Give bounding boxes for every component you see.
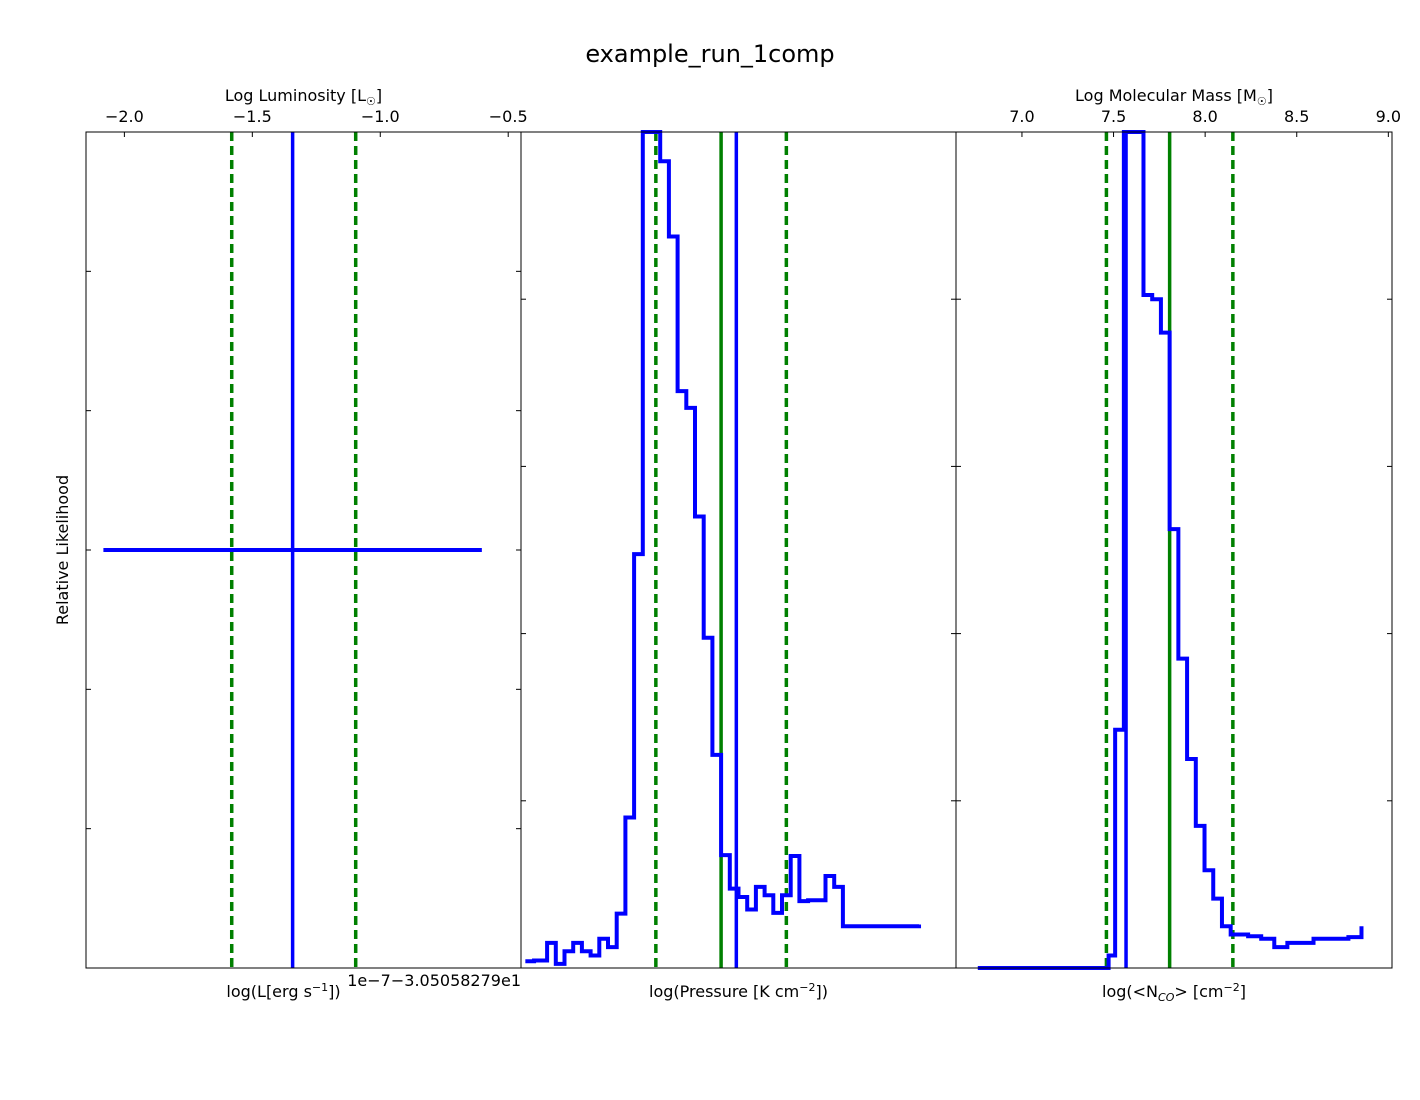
top-axis-label-sub: ☉ (366, 95, 376, 108)
x-axis-label-sub: CO (1158, 991, 1175, 1004)
x-axis-label-sup: −2 (1224, 981, 1240, 994)
x-axis-label-main: log(<N (1102, 982, 1158, 1001)
plot-frame (520, 131, 957, 969)
top-tick-label: −2.0 (105, 107, 144, 126)
panel-luminosity: −2.0 −1.5 −1.0 −0.5 Log Luminosity [L☉] log(L… (85, 86, 528, 1001)
top-axis-label: Log Molecular Mass [M☉] (1075, 86, 1273, 108)
axis-offset-text: 1e−7−3.05058279e1 (347, 971, 521, 990)
y-axis-label: Relative Likelihood (53, 475, 72, 625)
figure-title: example_run_1comp (585, 40, 834, 68)
top-tick-label: −1.5 (233, 107, 272, 126)
top-tick-label: 8.0 (1192, 107, 1217, 126)
top-tick-label: 8.5 (1284, 107, 1309, 126)
x-axis-label-mid: > [cm (1174, 982, 1223, 1001)
x-axis-label-sup: −1 (312, 981, 328, 994)
plot-frame (955, 131, 1393, 969)
x-axis-label-end: ]) (815, 982, 827, 1001)
top-tick-label: 7.5 (1101, 107, 1126, 126)
x-axis-label-main: log(L[erg s (226, 982, 312, 1001)
x-axis-label: log(Pressure [K cm−2]) (649, 981, 828, 1001)
panel-pressure: log(Pressure [K cm−2]) (520, 130, 957, 1001)
top-tick-label: −1.0 (361, 107, 400, 126)
top-tick-label: −0.5 (489, 107, 528, 126)
top-axis-label: Log Luminosity [L☉] (225, 86, 382, 108)
top-axis-label-end: ] (376, 86, 382, 105)
top-axis-label-main: Log Luminosity [L (225, 86, 366, 105)
x-axis-label-sup: −2 (799, 981, 815, 994)
plot-frame-top (520, 131, 957, 969)
top-axis-label-main: Log Molecular Mass [M (1075, 86, 1257, 105)
x-axis-label-end: ] (1240, 982, 1246, 1001)
x-axis-label: log(<NCO> [cm−2] (1102, 981, 1246, 1004)
x-axis-label-end: ]) (328, 982, 340, 1001)
x-axis-label: log(L[erg s−1]) (226, 981, 340, 1001)
top-axis-label-sub: ☉ (1257, 95, 1267, 108)
top-axis-label-end: ] (1267, 86, 1273, 105)
x-axis-label-main: log(Pressure [K cm (649, 982, 799, 1001)
top-tick-label: 7.0 (1009, 107, 1034, 126)
top-tick-label: 9.0 (1376, 107, 1401, 126)
plot-frame-top (955, 131, 1393, 969)
likelihood-histogram (525, 130, 922, 966)
